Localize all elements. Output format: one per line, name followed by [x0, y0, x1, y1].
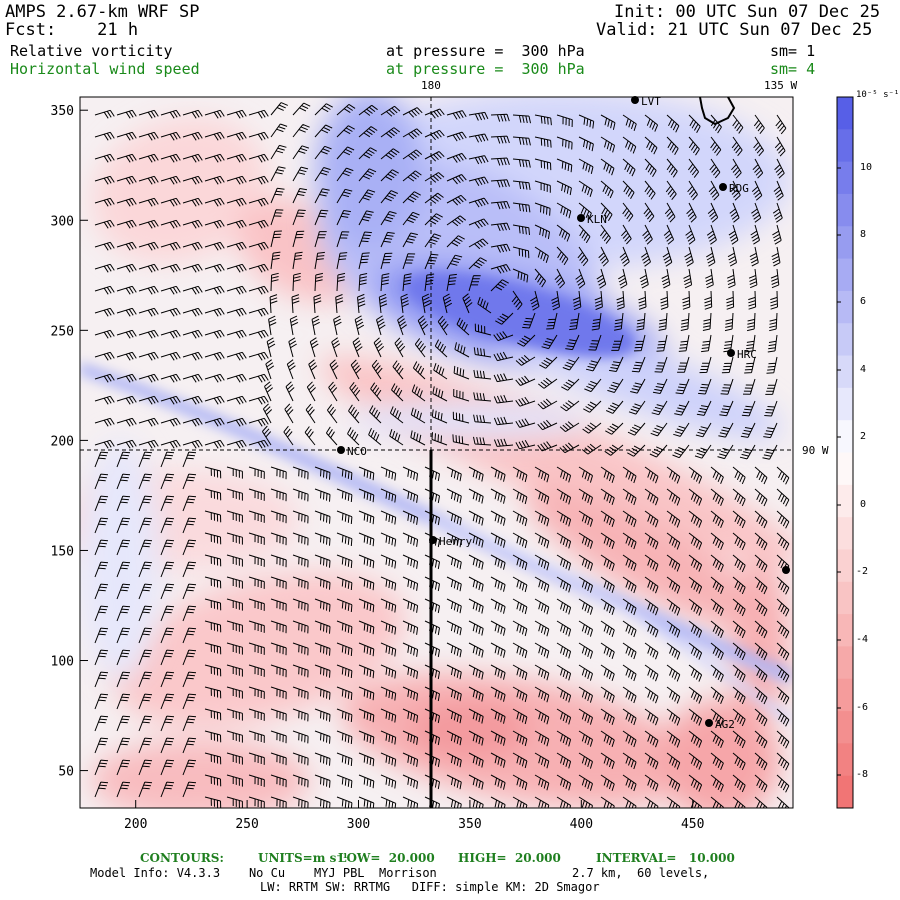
- contours-title: CONTOURS:: [140, 851, 224, 865]
- colorbar-unit: 10⁻⁵ s⁻¹: [856, 90, 900, 100]
- colorbar-label: 8: [860, 229, 867, 240]
- x-tick-label: 450: [681, 817, 704, 832]
- x-tick-label: 400: [570, 817, 593, 832]
- station-marker: [631, 96, 639, 104]
- station-marker: [719, 183, 727, 191]
- station-marker: [782, 566, 790, 574]
- meridian-label-180: 180: [421, 79, 441, 92]
- meridian-label-135w: 135 W: [764, 79, 798, 92]
- model-info: Model Info: V4.3.3 No Cu MYJ PBL Morriso…: [90, 866, 437, 880]
- field1-level: at pressure = 300 hPa: [386, 42, 585, 60]
- field2-level: at pressure = 300 hPa: [386, 60, 585, 78]
- contours-high: HIGH= 20.000: [458, 851, 561, 865]
- model-title: AMPS 2.67-km WRF SP: [5, 2, 200, 22]
- field1-name: Relative vorticity: [10, 42, 173, 60]
- x-tick-label: 200: [124, 817, 147, 832]
- init-time: Init: 00 UTC Sun 07 Dec 25: [614, 2, 881, 22]
- contours-units: UNITS=m s⁻¹: [258, 851, 348, 865]
- y-tick-label: 300: [51, 214, 74, 229]
- x-tick-label: 350: [458, 817, 481, 832]
- wind-barbs: [94, 102, 790, 808]
- plot-frame: [79, 96, 794, 809]
- y-tick-label: 150: [51, 544, 74, 559]
- y-tick-label: 250: [51, 324, 74, 339]
- station-label: RDG: [729, 182, 749, 195]
- coastline: [699, 97, 736, 126]
- parallel-label-90w: 90 W: [802, 444, 829, 457]
- station-marker: [727, 349, 735, 357]
- field1-smoothing: sm= 1: [770, 42, 816, 60]
- station-label: Henry: [439, 535, 472, 548]
- station-label: HRC: [737, 348, 757, 361]
- station-marker: [705, 719, 713, 727]
- colorbar-label: 0: [860, 499, 867, 510]
- colorbar-label: -2: [856, 566, 869, 577]
- colorbar-label: -4: [856, 634, 869, 645]
- y-tick-label: 100: [51, 655, 74, 670]
- colorbar-label: -8: [856, 769, 869, 780]
- station-label: LVT: [641, 95, 661, 108]
- colorbar-label: 6: [860, 296, 867, 307]
- grid-info: 2.7 km, 60 levels,: [572, 866, 710, 880]
- y-tick-label: 50: [58, 765, 74, 780]
- x-tick-label: 300: [347, 817, 370, 832]
- station-marker: [429, 536, 437, 544]
- y-tick-label: 350: [51, 104, 74, 119]
- station-marker: [337, 446, 345, 454]
- x-tick-label: 250: [235, 817, 258, 832]
- station-marker: [577, 214, 585, 222]
- station-label: NCO: [347, 445, 367, 458]
- colorbar-label: 4: [860, 364, 867, 375]
- contours-interval: INTERVAL= 10.000: [596, 851, 735, 865]
- colorbar-label: -6: [856, 702, 869, 713]
- contours-low: LOW= 20.000: [338, 851, 435, 865]
- station-label: AG2: [715, 718, 735, 731]
- colorbar-label: 2: [860, 431, 867, 442]
- colorbar-label: 10: [860, 162, 873, 173]
- forecast-hour: Fcst: 21 h: [5, 20, 139, 40]
- field2-smoothing: sm= 4: [770, 60, 816, 78]
- y-tick-label: 200: [51, 434, 74, 449]
- field2-name: Horizontal wind speed: [10, 60, 200, 78]
- station-label: KLN: [587, 213, 607, 226]
- valid-time: Valid: 21 UTC Sun 07 Dec 25: [596, 20, 873, 40]
- physics-info: LW: RRTM SW: RRTMG DIFF: simple KM: 2D S…: [260, 880, 600, 894]
